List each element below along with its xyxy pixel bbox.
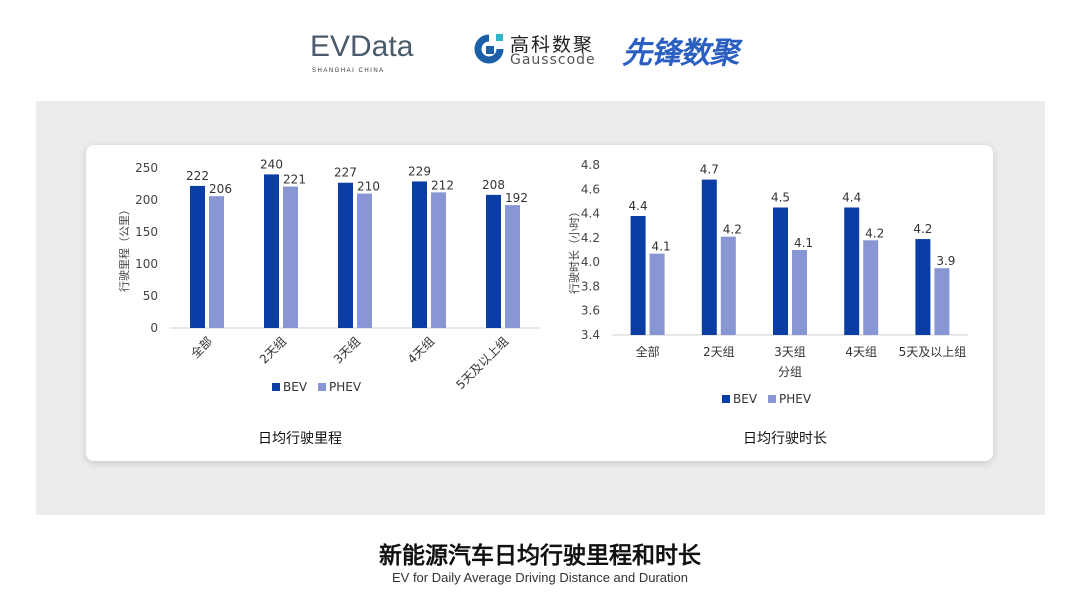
bar-bev bbox=[412, 181, 427, 328]
y-tick-label: 100 bbox=[135, 257, 158, 271]
x-tick-label: 4天组 bbox=[405, 334, 437, 366]
legend-label: BEV bbox=[733, 392, 758, 406]
x-tick-label: 2天组 bbox=[703, 345, 735, 359]
y-tick-label: 3.4 bbox=[581, 328, 600, 342]
x-tick-label: 2天组 bbox=[257, 334, 289, 366]
data-label: 4.1 bbox=[794, 236, 813, 250]
chart-card bbox=[86, 145, 993, 461]
bar-bev bbox=[630, 216, 646, 335]
bar-bev bbox=[844, 207, 860, 335]
y-tick-label: 200 bbox=[135, 193, 158, 207]
bar-phev bbox=[209, 196, 224, 328]
y-tick-label: 150 bbox=[135, 225, 158, 239]
bar-phev bbox=[357, 193, 372, 328]
bar-phev bbox=[863, 240, 879, 335]
bar-phev bbox=[431, 192, 446, 328]
x-tick-label: 5天及以上组 bbox=[453, 334, 511, 392]
logos: EVData SHANGHAI CHINA 高科数聚 Gausscode 先锋数聚 bbox=[0, 22, 1080, 74]
gausscode-logo: 高科数聚 Gausscode bbox=[472, 32, 595, 70]
x-tick-label: 3天组 bbox=[331, 334, 363, 366]
y-tick-label: 4.6 bbox=[581, 182, 600, 196]
data-label: 240 bbox=[260, 157, 283, 171]
data-label: 208 bbox=[482, 178, 505, 192]
data-label: 4.4 bbox=[842, 191, 861, 205]
xianfeng-logo: 先锋数聚 bbox=[622, 36, 739, 71]
x-tick-label: 全部 bbox=[636, 344, 660, 359]
y-tick-label: 0 bbox=[150, 321, 158, 335]
bar-bev bbox=[338, 182, 353, 328]
y-axis-label: 行驶里程（公里） bbox=[117, 204, 131, 292]
data-label: 4.1 bbox=[652, 240, 671, 254]
bar-bev bbox=[915, 239, 931, 335]
y-tick-label: 3.6 bbox=[581, 304, 600, 318]
data-label: 4.2 bbox=[913, 222, 932, 236]
chart-title: 日均行驶时长 bbox=[743, 431, 827, 447]
evdata-logo: EVData SHANGHAI CHINA bbox=[310, 30, 414, 74]
bar-phev bbox=[792, 250, 807, 335]
legend-label: PHEV bbox=[779, 392, 812, 406]
data-label: 206 bbox=[209, 182, 232, 196]
bar-bev bbox=[773, 207, 788, 335]
legend-swatch bbox=[318, 383, 326, 391]
y-tick-label: 3.8 bbox=[581, 279, 600, 293]
legend-label: BEV bbox=[283, 380, 308, 394]
bar-phev bbox=[649, 253, 665, 335]
legend-label: PHEV bbox=[329, 380, 362, 394]
data-label: 3.9 bbox=[936, 254, 955, 268]
x-axis-label: 分组 bbox=[778, 365, 802, 379]
x-tick-label: 5天及以上组 bbox=[899, 345, 967, 359]
y-tick-label: 250 bbox=[135, 161, 158, 175]
x-tick-label: 全部 bbox=[188, 334, 216, 362]
data-label: 4.7 bbox=[700, 163, 719, 177]
bar-bev bbox=[190, 185, 205, 328]
data-label: 4.2 bbox=[865, 226, 884, 240]
data-label: 210 bbox=[357, 180, 380, 194]
data-label: 4.5 bbox=[771, 191, 790, 205]
y-tick-label: 4.2 bbox=[581, 231, 600, 245]
y-tick-label: 4.4 bbox=[581, 207, 600, 221]
bar-bev bbox=[486, 194, 501, 328]
bar-phev bbox=[505, 205, 520, 328]
bar-phev bbox=[934, 268, 950, 335]
bar-phev bbox=[283, 186, 298, 328]
data-label: 4.2 bbox=[723, 223, 742, 237]
y-tick-label: 4.0 bbox=[581, 255, 600, 269]
legend-swatch bbox=[768, 395, 776, 403]
data-label: 212 bbox=[431, 178, 454, 192]
data-label: 229 bbox=[408, 164, 431, 178]
x-tick-label: 4天组 bbox=[845, 345, 877, 359]
bar-bev bbox=[701, 179, 717, 335]
page-title: 新能源汽车日均行驶里程和时长 bbox=[379, 543, 701, 569]
data-label: 4.4 bbox=[629, 199, 648, 213]
y-axis-label: 行驶时长（小时） bbox=[567, 206, 581, 294]
y-tick-label: 4.8 bbox=[581, 158, 600, 172]
page-subtitle: EV for Daily Average Driving Distance an… bbox=[391, 570, 689, 585]
data-label: 227 bbox=[334, 166, 357, 180]
legend-swatch bbox=[272, 383, 280, 391]
legend-swatch bbox=[722, 395, 730, 403]
bar-phev bbox=[720, 236, 736, 335]
data-label: 222 bbox=[186, 169, 209, 183]
bar-bev bbox=[264, 174, 279, 328]
y-tick-label: 50 bbox=[143, 289, 158, 303]
chart-title: 日均行驶里程 bbox=[258, 431, 342, 447]
x-tick-label: 3天组 bbox=[774, 345, 806, 359]
data-label: 192 bbox=[505, 191, 528, 205]
data-label: 221 bbox=[283, 173, 306, 187]
